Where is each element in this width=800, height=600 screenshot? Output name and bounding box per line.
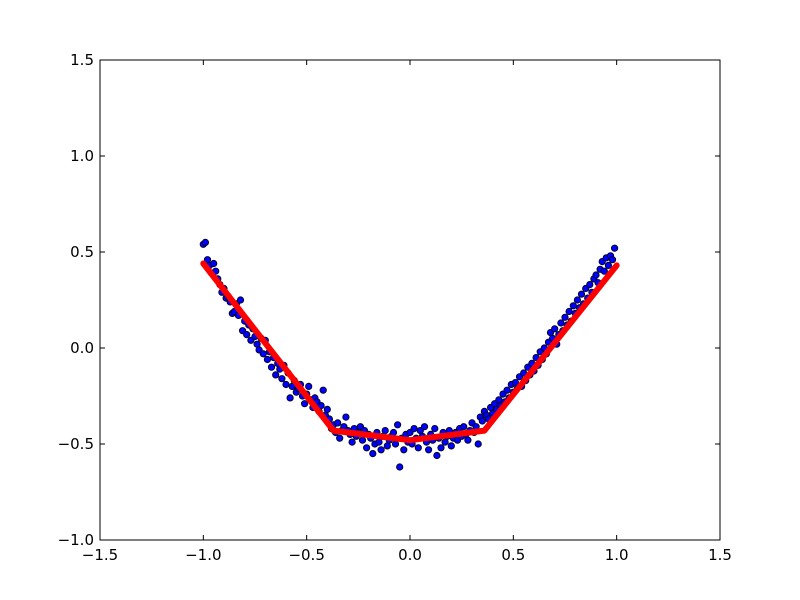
y-tick-label: 1.5 xyxy=(70,51,94,69)
scatter-point xyxy=(317,401,325,410)
y-tick-label: 0.0 xyxy=(70,339,94,357)
x-tick-label: −1.5 xyxy=(82,546,118,564)
scatter-point xyxy=(282,380,290,389)
scatter-point xyxy=(334,419,342,427)
scatter-point xyxy=(393,421,402,429)
scatter-point xyxy=(348,438,356,446)
x-tick-label: 1.5 xyxy=(708,546,732,564)
scatter-point xyxy=(201,238,209,246)
scatter-point xyxy=(263,355,271,364)
x-tick-label: 1.0 xyxy=(605,546,629,564)
y-tick-label: 1.0 xyxy=(70,147,94,165)
scatter-point xyxy=(557,319,565,327)
scatter-point xyxy=(377,446,385,454)
scatter-point xyxy=(464,436,472,444)
x-tick-label: −0.5 xyxy=(288,546,324,564)
scatter-point xyxy=(243,330,251,339)
scatter-point xyxy=(272,371,280,379)
scatter-point xyxy=(369,449,377,458)
scatter-point xyxy=(503,386,511,394)
scatter-point xyxy=(573,296,582,304)
scatter-point xyxy=(433,451,441,460)
scatter-point xyxy=(391,440,400,448)
scatter-point xyxy=(267,363,276,371)
scatter-point xyxy=(286,394,294,402)
scatter-point xyxy=(551,325,559,333)
scatter-point xyxy=(381,426,389,435)
y-axis: −1.0 −0.5 0.0 0.5 1.0 1.5 xyxy=(58,51,720,549)
scatter-point xyxy=(420,423,429,431)
scatter-point xyxy=(278,375,286,383)
scatter-point xyxy=(577,290,586,298)
scatter-point xyxy=(300,400,309,408)
scatter-point xyxy=(569,302,577,310)
scatter-point xyxy=(323,405,331,413)
scatter-point xyxy=(424,446,433,454)
y-tick-label: −0.5 xyxy=(58,435,94,453)
scatter-point xyxy=(358,436,367,444)
scatter-point xyxy=(375,438,383,446)
scatter-point xyxy=(410,424,418,433)
scatter-point xyxy=(431,424,439,433)
scatter-point xyxy=(236,296,245,304)
scatter-point xyxy=(342,413,350,421)
plot-area xyxy=(100,60,720,540)
scatter-point xyxy=(414,444,422,452)
scatter-point xyxy=(210,259,218,268)
scatter-point xyxy=(319,386,327,394)
scatter-point xyxy=(565,307,573,316)
scatter-point xyxy=(600,267,608,275)
scatter-point xyxy=(561,313,569,321)
scatter-point xyxy=(336,434,344,442)
x-tick-label: −1.0 xyxy=(185,546,221,564)
scatter-point xyxy=(259,350,267,358)
scatter-point xyxy=(460,423,468,431)
x-tick-label: 0.0 xyxy=(398,546,422,564)
x-tick-label: 0.5 xyxy=(501,546,525,564)
scatter-point xyxy=(604,261,613,269)
scatter-point xyxy=(586,280,594,289)
scatter-point xyxy=(610,244,619,252)
y-tick-label: −1.0 xyxy=(58,531,94,549)
scatter-point xyxy=(396,463,404,471)
scatter-point xyxy=(362,444,371,452)
scatter-point xyxy=(437,444,445,452)
scatter-point xyxy=(592,271,600,279)
fit-line xyxy=(200,260,620,444)
scatter-point xyxy=(608,256,617,264)
scatter-point xyxy=(389,428,398,437)
scatter-point xyxy=(400,446,408,454)
scatter-point xyxy=(305,382,313,390)
scatter-point xyxy=(478,417,486,425)
fit-line-series xyxy=(200,260,620,444)
y-tick-label: 0.5 xyxy=(70,243,94,261)
scatter-point xyxy=(474,440,482,448)
x-axis: −1.5 −1.0 −0.5 0.0 0.5 1.0 1.5 xyxy=(82,60,732,564)
scatter-point xyxy=(447,442,455,450)
